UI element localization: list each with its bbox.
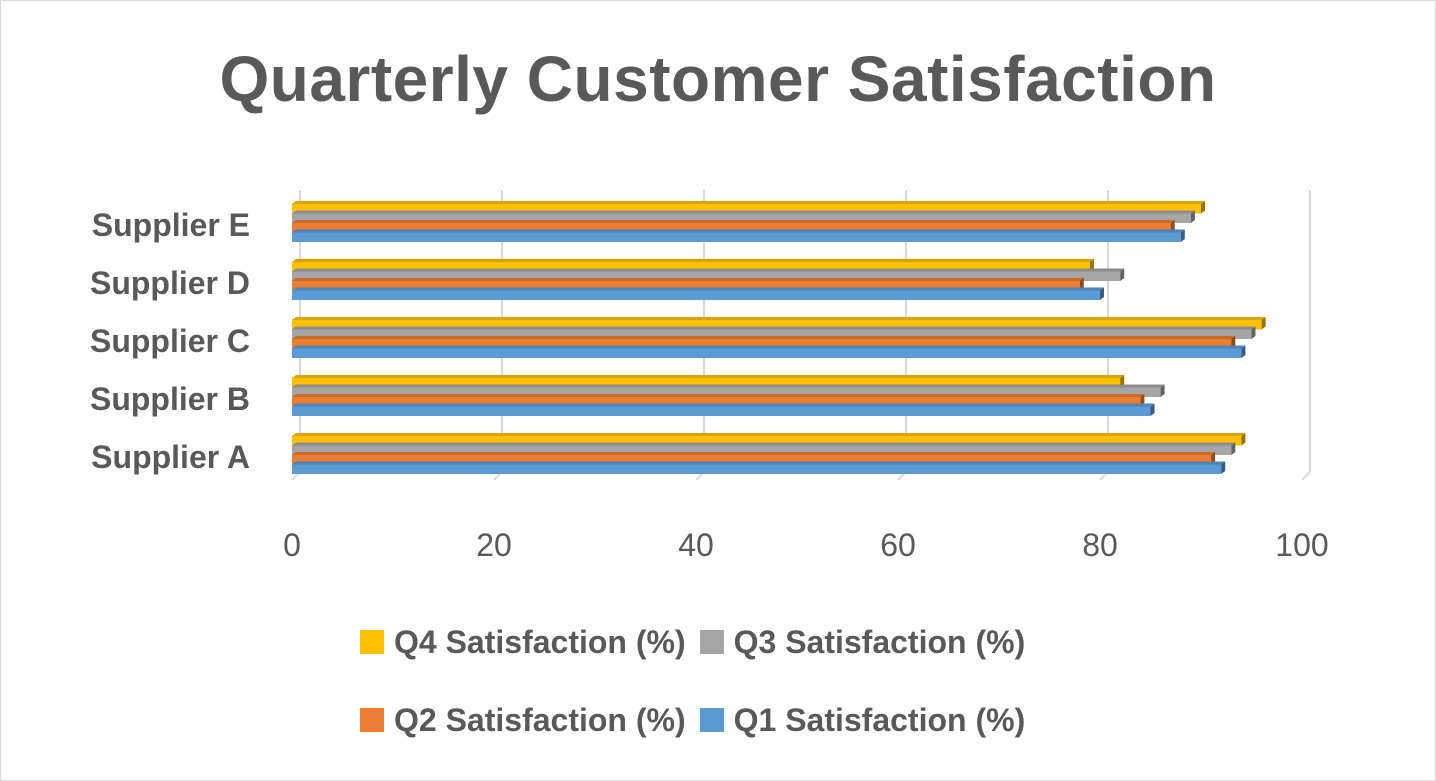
- bar-top: [292, 345, 1246, 349]
- bar-top: [292, 433, 1246, 436]
- legend-item-q3: Q3 Satisfaction (%): [699, 623, 1026, 661]
- legend-label-q4: Q4 Satisfaction (%): [394, 623, 686, 660]
- bar-top: [292, 287, 1104, 291]
- bar-top: [292, 317, 1266, 320]
- bar-end: [1120, 375, 1125, 388]
- bar-top: [292, 452, 1216, 455]
- bar-top: [292, 268, 1125, 272]
- bar: [292, 281, 1080, 291]
- bar-top: [292, 229, 1185, 233]
- legend: Q4 Satisfaction (%) Q3 Satisfaction (%) …: [360, 612, 1120, 768]
- bar-end: [1261, 317, 1266, 330]
- bar-top: [292, 220, 1175, 223]
- legend-label-q1: Q1 Satisfaction (%): [733, 701, 1026, 738]
- legend-swatch-q4: [360, 630, 384, 654]
- bar-top: [292, 326, 1256, 330]
- category-label: Supplier C: [90, 323, 250, 359]
- bar-top: [292, 442, 1236, 446]
- bar-end: [1241, 345, 1246, 358]
- bar: [292, 348, 1242, 358]
- x-tick-label: 60: [880, 527, 916, 563]
- bar-top: [292, 278, 1084, 281]
- x-tick-label: 0: [283, 527, 301, 563]
- category-label: Supplier E: [92, 207, 250, 243]
- bar: [292, 445, 1232, 455]
- legend-swatch-q3: [699, 630, 724, 654]
- bar-end: [1211, 452, 1216, 465]
- bar: [292, 455, 1212, 465]
- bar-end: [1201, 201, 1205, 214]
- bar: [292, 320, 1262, 330]
- bar-end: [1180, 229, 1185, 242]
- bar: [292, 436, 1242, 446]
- bar: [292, 406, 1151, 416]
- bar-end: [1160, 384, 1165, 397]
- bar: [292, 213, 1191, 223]
- bar-top: [292, 375, 1125, 378]
- bar: [292, 387, 1161, 397]
- bar-end: [1170, 220, 1175, 233]
- bar-end: [1079, 278, 1084, 291]
- legend-item-q1: Q1 Satisfaction (%): [699, 701, 1026, 739]
- category-label: Supplier B: [90, 381, 250, 417]
- bar: [292, 223, 1171, 233]
- bar: [292, 397, 1141, 407]
- chart-title: Quarterly Customer Satisfaction: [219, 43, 1217, 115]
- bar-end: [1231, 442, 1236, 455]
- legend-item-q4: Q4 Satisfaction (%): [360, 624, 686, 661]
- x-tick-label: 80: [1082, 527, 1118, 563]
- bar-end: [1100, 287, 1104, 300]
- bar-end: [1140, 394, 1145, 407]
- bar-top: [292, 210, 1195, 214]
- bar: [292, 339, 1232, 349]
- legend-row: Q4 Satisfaction (%) Q3 Satisfaction (%): [360, 612, 1120, 672]
- bar-end: [1120, 268, 1125, 281]
- bar: [292, 329, 1252, 339]
- bar-end: [1231, 336, 1236, 349]
- bar: [292, 262, 1090, 272]
- legend-item-q2: Q2 Satisfaction (%): [360, 702, 686, 739]
- bar-end: [1089, 259, 1094, 272]
- legend-row: Q2 Satisfaction (%) Q1 Satisfaction (%): [360, 690, 1120, 750]
- bar-top: [292, 403, 1155, 407]
- bar-top: [292, 394, 1145, 397]
- bar-top: [292, 336, 1236, 339]
- bar-top: [292, 259, 1094, 262]
- bar-end: [1150, 403, 1155, 416]
- legend-swatch-q1: [699, 708, 724, 732]
- bar: [292, 271, 1121, 281]
- x-tick-label: 20: [476, 527, 512, 563]
- bar: [292, 378, 1121, 388]
- bar-end: [1251, 326, 1256, 339]
- bar: [292, 290, 1100, 300]
- category-label: Supplier D: [90, 265, 250, 301]
- bar-end: [1241, 433, 1246, 446]
- bar: [292, 464, 1222, 474]
- bar-end: [1190, 210, 1195, 223]
- bar-top: [292, 384, 1165, 388]
- bar-top: [292, 461, 1226, 465]
- legend-label-q2: Q2 Satisfaction (%): [394, 701, 686, 738]
- gridline-foot: [1301, 471, 1311, 481]
- x-tick-label: 40: [678, 527, 714, 563]
- bar-end: [1221, 461, 1226, 474]
- bar: [292, 232, 1181, 242]
- legend-label-q3: Q3 Satisfaction (%): [733, 623, 1026, 660]
- bar-top: [292, 201, 1205, 204]
- legend-swatch-q2: [360, 708, 384, 732]
- bar: [292, 204, 1201, 214]
- category-label: Supplier A: [91, 439, 250, 475]
- x-tick-label: 100: [1275, 527, 1328, 563]
